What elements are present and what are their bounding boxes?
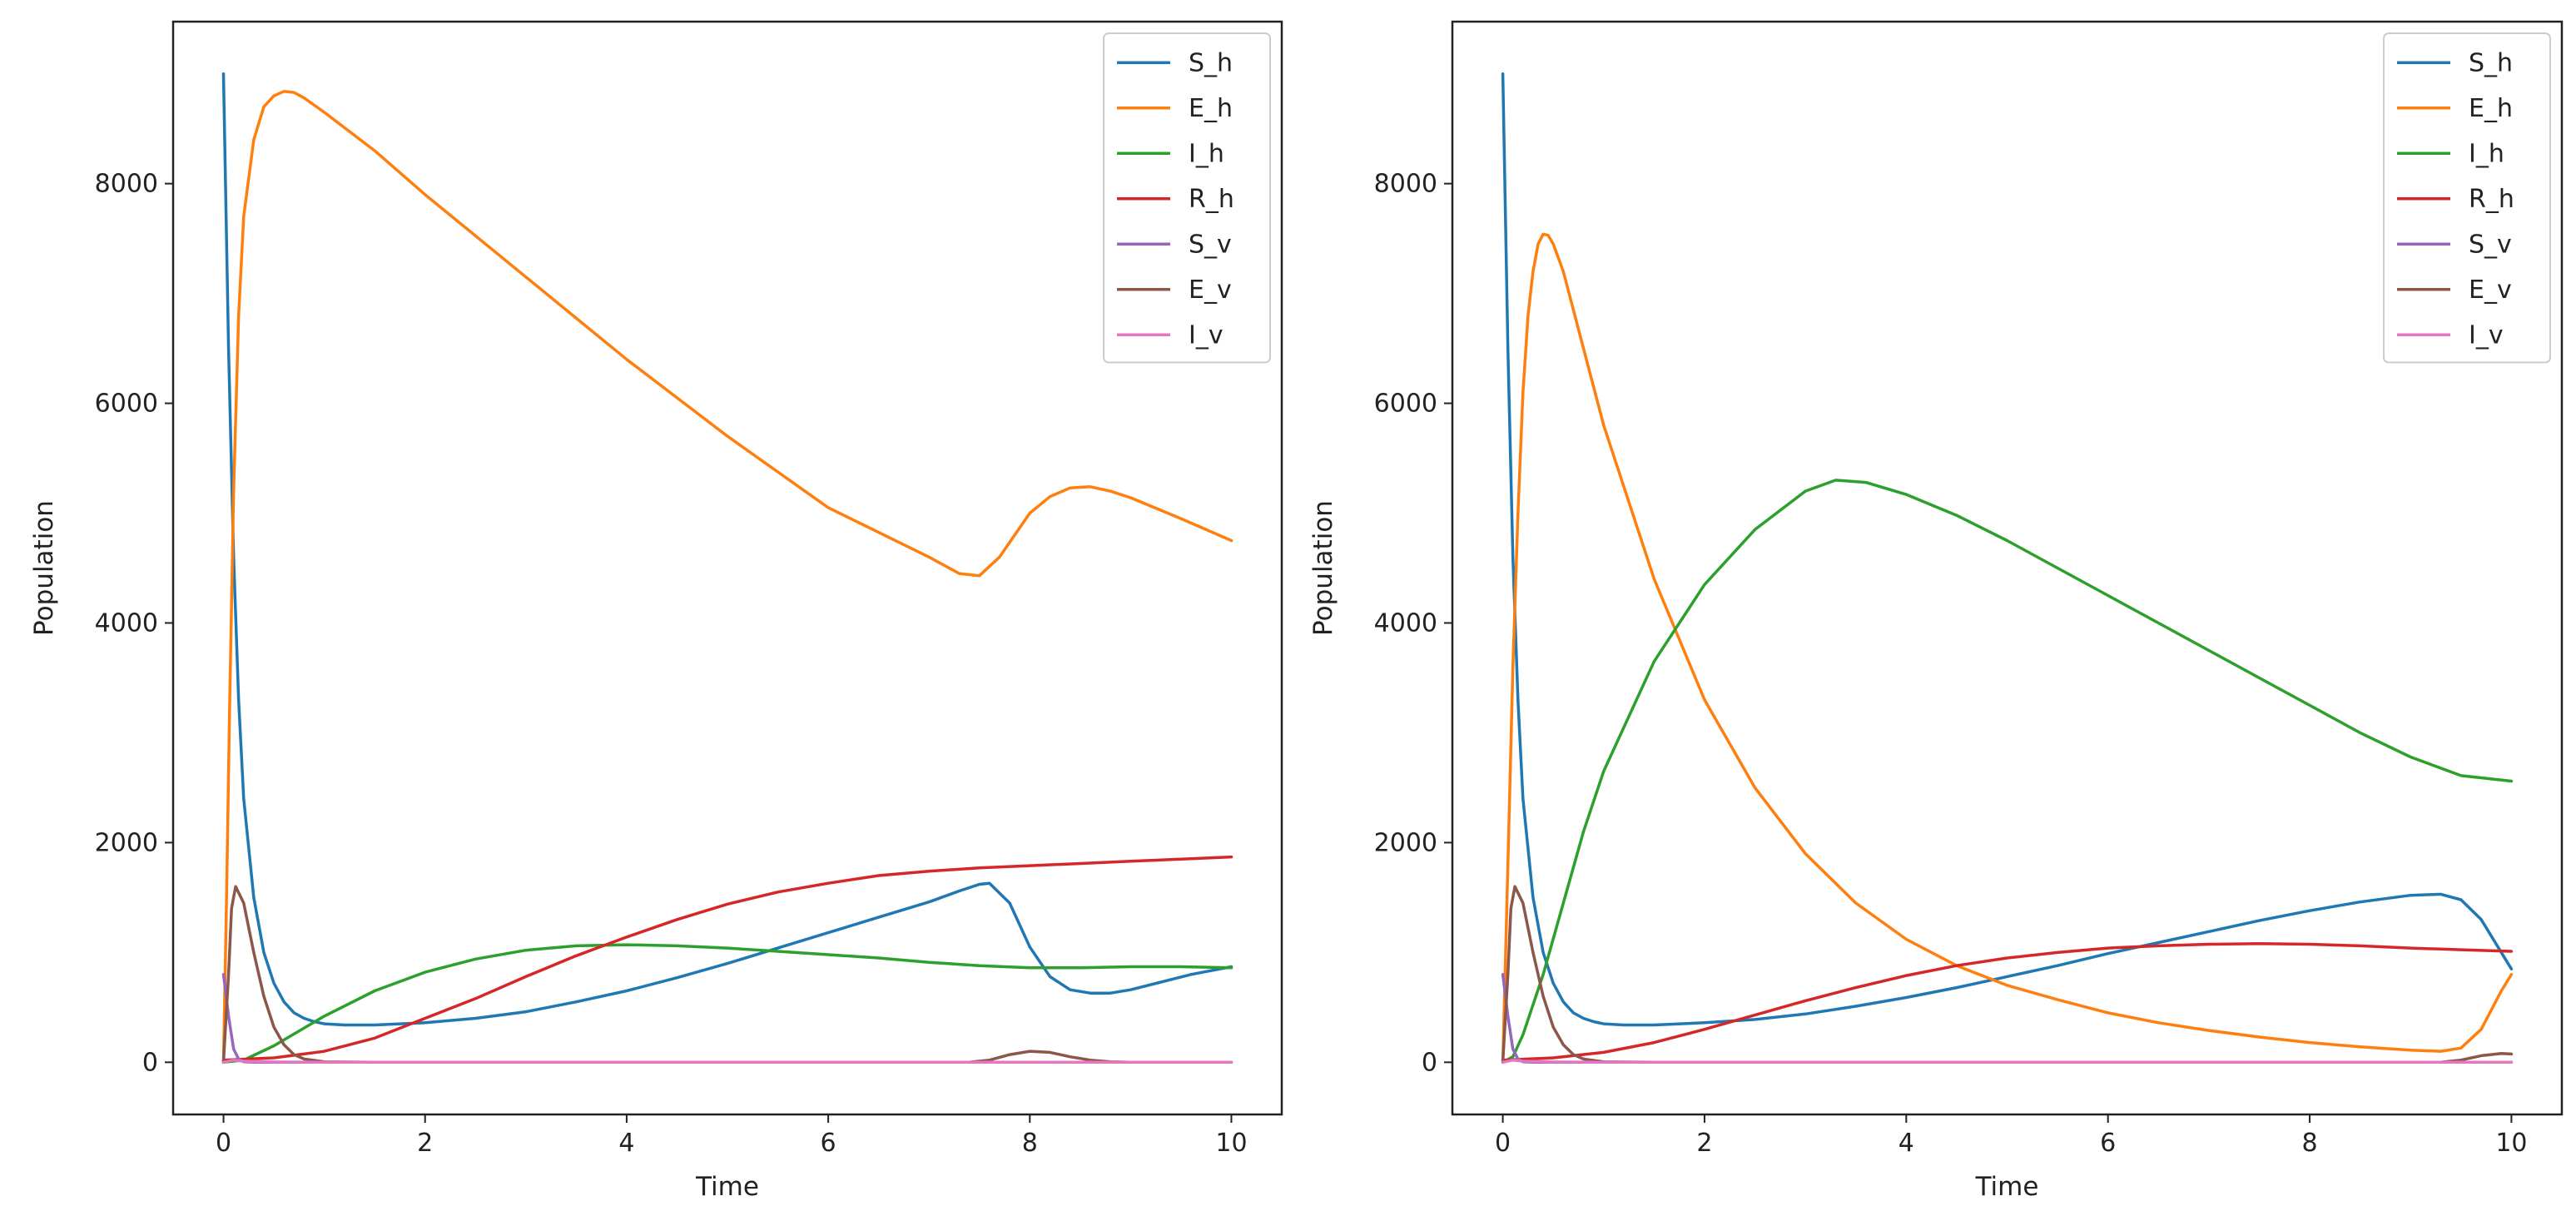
- x-tick-label: 8: [1022, 1129, 1038, 1158]
- series-line-s-h: [1501, 72, 2514, 1027]
- plot-area: [173, 22, 1282, 1114]
- y-axis-label: Population: [29, 500, 59, 636]
- x-tick-label: 4: [618, 1129, 634, 1158]
- legend-label: I_h: [1189, 139, 1224, 168]
- y-axis-label: Population: [1308, 500, 1338, 636]
- x-tick-label: 0: [216, 1129, 231, 1158]
- legend-label: S_h: [2469, 48, 2513, 77]
- series-line-s-h: [221, 72, 1233, 1027]
- series-line-i-h: [1501, 479, 2514, 1065]
- y-tick-label: 8000: [1374, 170, 1437, 199]
- y-tick-label: 0: [1422, 1048, 1437, 1077]
- y-tick-label: 4000: [95, 608, 158, 638]
- x-tick-label: 10: [1215, 1129, 1247, 1158]
- legend-label: R_h: [1189, 185, 1234, 214]
- legend-label: S_v: [1189, 230, 1232, 259]
- y-tick-label: 2000: [95, 828, 158, 857]
- series-line-e-v: [1501, 885, 2514, 1065]
- y-tick-label: 6000: [95, 390, 158, 419]
- y-tick-label: 0: [142, 1048, 158, 1077]
- y-tick-label: 8000: [95, 170, 158, 199]
- legend-label: E_v: [2469, 275, 2512, 305]
- x-tick-label: 6: [821, 1129, 836, 1158]
- legend-label: I_v: [1189, 320, 1223, 350]
- x-tick-label: 0: [1495, 1129, 1511, 1158]
- series-line-e-h: [1501, 232, 2514, 1065]
- y-tick-label: 4000: [1374, 608, 1437, 638]
- x-axis-label: Time: [1975, 1172, 2039, 1202]
- axes-frame: [171, 20, 1283, 1116]
- x-tick-label: 8: [2301, 1129, 2317, 1158]
- y-tick-label: 2000: [1374, 828, 1437, 857]
- series-line-e-h: [221, 90, 1233, 1065]
- series-line-i-v: [221, 1058, 1233, 1065]
- legend-label: I_v: [2469, 320, 2504, 350]
- y-tick-label: 6000: [1374, 390, 1437, 419]
- legend-label: I_h: [2469, 139, 2504, 168]
- legend-box: [1103, 32, 1271, 364]
- legend-label: S_h: [1189, 48, 1233, 77]
- x-tick-label: 4: [1898, 1129, 1914, 1158]
- legend-label: E_h: [2469, 94, 2513, 123]
- legend-label: R_h: [2469, 185, 2514, 214]
- x-tick-label: 6: [2100, 1129, 2116, 1158]
- chart-1: 0 2 4 6 8 10 0 2000 4000 6000 8000 Time Population S_…: [29, 20, 1283, 1202]
- axes-frame: [1451, 20, 2564, 1116]
- legend: S_h E_h I_h R_h S_v E_v I_v: [1103, 32, 1271, 364]
- series-line-i-h: [221, 943, 1233, 1065]
- chart-2: 0 2 4 6 8 10 0 2000 4000 6000 8000 Time Population S_…: [1308, 20, 2564, 1202]
- legend: S_h E_h I_h R_h S_v E_v I_v: [2383, 32, 2551, 364]
- series-lines: [221, 72, 1233, 1065]
- legend-label: E_h: [1189, 94, 1233, 123]
- plot-area: [1452, 22, 2562, 1114]
- legend-box: [2383, 32, 2551, 364]
- x-tick-label: 2: [417, 1129, 433, 1158]
- x-axis-label: Time: [695, 1172, 759, 1202]
- legend-label: S_v: [2469, 230, 2512, 259]
- legend-label: E_v: [1189, 275, 1232, 305]
- series-line-r-h: [221, 855, 1233, 1062]
- series-line-i-v: [1501, 1058, 2514, 1065]
- x-tick-label: 10: [2495, 1129, 2527, 1158]
- series-lines: [1501, 72, 2514, 1065]
- x-tick-label: 2: [1696, 1129, 1712, 1158]
- series-line-r-h: [1501, 942, 2514, 1062]
